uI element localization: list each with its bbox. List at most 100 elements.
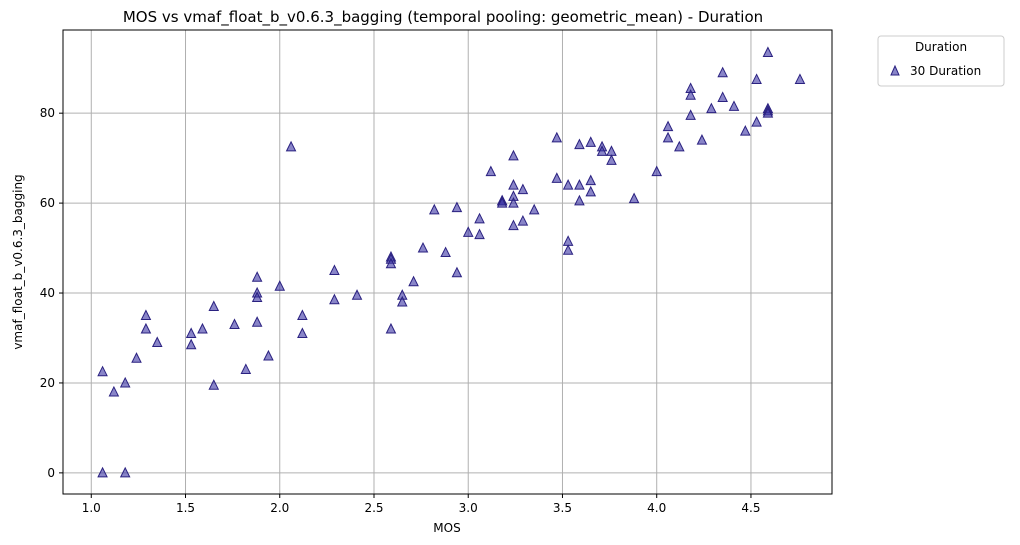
data-point-triangle — [297, 327, 308, 338]
y-tick-label: 0 — [47, 466, 55, 480]
legend-title: Duration — [915, 40, 967, 54]
legend-triangle-marker — [890, 64, 900, 76]
data-point-triangle — [197, 322, 208, 334]
data-point-triangle — [706, 102, 717, 114]
data-point-triangle — [131, 352, 142, 363]
data-point-triangle — [351, 289, 363, 300]
data-point-triangle — [628, 192, 640, 204]
data-point-triangle — [551, 172, 563, 183]
data-point-triangle — [385, 257, 397, 269]
data-point-triangle — [485, 165, 497, 177]
data-point-triangle — [474, 212, 485, 224]
data-point-triangle — [185, 338, 197, 350]
legend-box — [877, 35, 1005, 87]
data-point-triangle — [751, 116, 762, 127]
data-point-triangle — [251, 316, 263, 327]
x-tick-label: 4.5 — [741, 501, 760, 515]
data-point-triangle — [451, 266, 463, 278]
data-point-triangle — [517, 214, 529, 226]
data-point-triangle — [329, 293, 340, 305]
y-tick-label: 40 — [40, 286, 55, 300]
data-point-triangle — [762, 107, 774, 118]
x-tick-label: 3.0 — [459, 501, 478, 515]
data-point-triangle — [562, 235, 574, 246]
data-point-triangle — [528, 203, 540, 215]
data-point-triangle — [508, 196, 519, 208]
data-point-triangle — [119, 466, 131, 478]
y-tick-label: 80 — [40, 106, 55, 120]
data-point-triangle — [140, 309, 152, 321]
data-point-triangle — [417, 241, 429, 253]
data-point-triangle — [662, 120, 674, 132]
data-point-triangle — [551, 131, 563, 143]
plot-frame — [62, 29, 833, 495]
data-point-triangle — [385, 322, 397, 334]
y-tick-label: 20 — [40, 376, 55, 390]
data-point-triangle — [108, 385, 120, 397]
data-point-triangle — [562, 244, 574, 255]
data-point-triangle — [208, 379, 220, 390]
data-point-triangle — [440, 246, 451, 258]
data-point-triangle — [574, 138, 585, 150]
x-tick-label: 1.5 — [176, 501, 195, 515]
data-point-triangle — [119, 376, 131, 388]
data-point-triangle — [685, 109, 696, 120]
x-axis-ticks: 1.0 1.5 2.0 2.5 3.0 3.5 4.0 4.5 — [82, 494, 761, 515]
data-point-triangle — [285, 140, 297, 152]
data-point-triangle — [408, 275, 419, 287]
data-point-triangle — [140, 322, 152, 334]
data-point-triangle — [606, 145, 617, 156]
data-point-triangle — [329, 264, 340, 276]
data-point-triangle — [574, 194, 585, 206]
x-axis-label: MOS — [433, 521, 460, 535]
legend-series-label: 30 Duration — [910, 64, 981, 78]
data-point-triangle — [751, 73, 762, 84]
data-point-triangle — [474, 228, 485, 240]
data-point-triangle — [208, 300, 220, 312]
data-point-triangle — [651, 165, 663, 177]
data-point-triangle — [151, 336, 163, 347]
data-point-triangle — [739, 125, 751, 136]
x-tick-label: 1.0 — [82, 501, 101, 515]
data-point-triangle — [685, 89, 696, 100]
data-point-triangle — [396, 295, 408, 307]
data-point-triangle — [585, 174, 597, 186]
data-point-triangle — [508, 219, 519, 231]
data-point-triangle — [517, 183, 529, 195]
data-point-triangle — [251, 271, 263, 282]
x-tick-label: 3.5 — [553, 501, 572, 515]
data-point-triangle — [585, 136, 597, 147]
y-axis-ticks: 0 20 40 60 80 — [40, 106, 63, 480]
data-point-triangle — [728, 100, 740, 111]
data-point-triangle — [274, 280, 286, 291]
data-points — [97, 46, 806, 478]
y-tick-label: 60 — [40, 196, 55, 210]
data-point-triangle — [717, 91, 728, 102]
x-tick-label: 4.0 — [647, 501, 666, 515]
x-tick-label: 2.0 — [270, 501, 289, 515]
data-point-triangle — [229, 318, 240, 329]
data-point-triangle — [263, 349, 274, 361]
legend: Duration 30 Duration — [877, 35, 1005, 87]
data-point-triangle — [574, 178, 585, 190]
chart-title: MOS vs vmaf_float_b_v0.6.3_bagging (temp… — [123, 8, 763, 27]
data-point-triangle — [462, 226, 474, 237]
data-point-triangle — [240, 363, 252, 374]
data-point-triangle — [562, 178, 574, 190]
y-axis-label: vmaf_float_b_v0.6.3_bagging — [11, 174, 25, 349]
data-point-triangle — [451, 201, 463, 213]
data-point-triangle — [674, 140, 685, 152]
data-point-triangle — [496, 196, 508, 208]
grid-lines — [63, 30, 832, 494]
data-point-triangle — [251, 291, 263, 303]
data-point-triangle — [762, 46, 774, 57]
data-point-triangle — [185, 327, 197, 338]
data-point-triangle — [696, 134, 708, 145]
data-point-triangle — [97, 365, 108, 377]
data-point-triangle — [508, 178, 519, 190]
data-point-triangle — [606, 154, 617, 165]
data-point-triangle — [297, 309, 308, 321]
data-point-triangle — [717, 66, 728, 78]
data-point-triangle — [428, 203, 440, 215]
